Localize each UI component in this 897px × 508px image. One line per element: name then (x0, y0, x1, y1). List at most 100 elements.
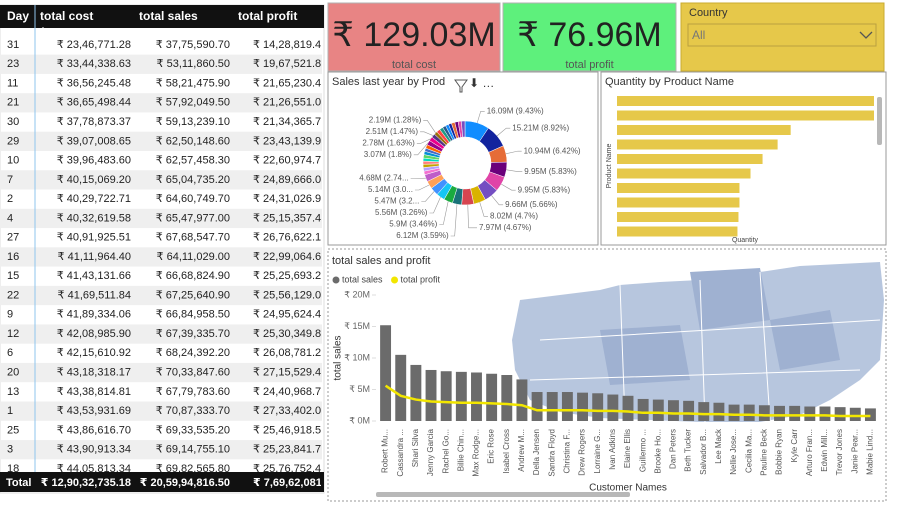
data-label: 10.94M (6.42%) (524, 146, 581, 155)
x-axis-title: Quantity (732, 237, 759, 244)
x-tick-label: Della Jensen (532, 429, 541, 475)
cell: ₹ 66,84,958.50 (156, 309, 230, 321)
row-stripe (0, 208, 322, 229)
filter-icon[interactable] (454, 79, 468, 93)
slicer-title: Country (689, 7, 728, 19)
total-cell: ₹ 20,59,94,816.50 (140, 477, 230, 489)
x-tick-label: Edwin Mill... (820, 429, 829, 472)
more-icon[interactable]: ⬇ … (469, 76, 494, 90)
cell: ₹ 37,78,873.37 (57, 116, 131, 128)
row-stripe (0, 247, 322, 267)
bar (592, 393, 604, 421)
bar (819, 406, 831, 421)
x-tick-label: Cassandra ... (396, 429, 405, 477)
y-tick-label: ₹ 15M (344, 321, 370, 331)
data-label: 5.56M (3.26%) (375, 208, 428, 217)
bar (622, 395, 634, 421)
cell: ₹ 43,38,814.81 (57, 386, 131, 398)
column-header: total sales (139, 9, 198, 23)
bar (531, 392, 543, 421)
x-tick-label: Trevor Jones (835, 429, 844, 475)
x-tick-label: Guillermo ... (638, 429, 647, 472)
cell: ₹ 41,11,964.40 (58, 251, 131, 263)
x-tick-label: Brooke Ho... (653, 429, 662, 473)
sort-arrow[interactable] (39, 27, 47, 31)
row-stripe (0, 93, 322, 113)
bar (617, 183, 740, 193)
data-label: 5.14M (3.0... (368, 185, 413, 194)
bar (486, 373, 498, 421)
bar (652, 399, 664, 421)
leader-line (506, 169, 523, 173)
scrollbar[interactable] (376, 492, 630, 497)
bar (617, 168, 751, 179)
x-tick-label: Max Rodge... (472, 429, 481, 477)
bar (440, 371, 452, 421)
bar (380, 325, 392, 421)
bar (698, 402, 710, 421)
scrollbar[interactable] (877, 97, 882, 145)
x-tick-label: Eric Rose (487, 428, 496, 463)
row-stripe (0, 285, 322, 306)
x-tick-label: Bobbie Ryan (775, 429, 784, 475)
cell: ₹ 41,43,131.66 (57, 270, 131, 282)
x-tick-label: Dan Peters (669, 429, 678, 469)
cell: ₹ 40,29,722.71 (57, 193, 131, 205)
leader-line (416, 138, 431, 144)
x-tick-label: Ivan Adkins (608, 429, 617, 470)
x-tick-label: Christina F... (563, 429, 572, 473)
x-tick-label: Sandra Floyd (547, 429, 556, 477)
x-tick-label: Rachel Go... (441, 429, 450, 473)
bar (758, 405, 770, 421)
x-tick-label: Shari Silva (411, 428, 420, 467)
cell: ₹ 37,75,590.70 (156, 39, 230, 51)
bar (713, 402, 725, 421)
map-background (512, 262, 884, 423)
cell: ₹ 62,57,458.30 (156, 155, 230, 167)
y-tick-label: ₹ 10M (344, 352, 370, 362)
row-stripe (0, 362, 322, 383)
cell: 7 (7, 174, 13, 186)
cell: ₹ 36,65,498.44 (57, 97, 131, 109)
card[interactable] (327, 2, 501, 72)
table-head: Day total cost total sales total profit (7, 9, 297, 23)
cell: ₹ 58,21,475.90 (156, 77, 230, 89)
cell: ₹ 24,40,968.7 (253, 386, 321, 398)
cell: 10 (7, 155, 19, 167)
bar (617, 212, 739, 222)
cell: ₹ 43,90,913.34 (57, 444, 131, 456)
slicer-dropdown[interactable] (687, 23, 877, 47)
leader-line (467, 204, 477, 229)
cell: ₹ 65,47,977.00 (156, 212, 230, 224)
total-cell: Total (6, 477, 31, 489)
cell: ₹ 39,07,008.65 (57, 135, 131, 147)
card[interactable] (502, 2, 677, 72)
data-label: 2.51M (1.47%) (366, 127, 419, 136)
cell: ₹ 21,34,365.7 (253, 116, 321, 128)
chart-title: Sales last year by Prod (332, 76, 445, 88)
cell: 31 (7, 39, 19, 51)
bar (561, 392, 573, 421)
line (384, 384, 871, 418)
bar (617, 226, 738, 237)
table-body: 31 ₹ 23,46,771.28 ₹ 37,75,590.70 ₹ 14,28,81… (0, 39, 322, 472)
cell: ₹ 25,46,918.5 (253, 424, 321, 436)
cell: 3 (7, 444, 13, 456)
leader-line (420, 131, 434, 136)
cell: ₹ 39,96,483.60 (57, 155, 131, 167)
cell: ₹ 27,15,529.4 (253, 366, 321, 378)
leader-line (439, 201, 449, 225)
x-tick-label: Beth Tucker (684, 429, 693, 472)
cell: ₹ 41,69,511.84 (58, 289, 131, 301)
leader-line (501, 183, 516, 191)
cell: ₹ 67,79,783.60 (156, 386, 230, 398)
cell: ₹ 62,50,148.60 (156, 135, 230, 147)
x-tick-label: Cecilia Ma... (744, 429, 753, 473)
data-label: 2.78M (1.63%) (362, 138, 415, 147)
dropdown-chevron[interactable] (859, 31, 873, 39)
cell: 30 (7, 116, 19, 128)
cell: 21 (7, 97, 19, 109)
data-label: 2.19M (1.28%) (369, 115, 422, 124)
cell: ₹ 14,28,819.4 (253, 39, 321, 51)
